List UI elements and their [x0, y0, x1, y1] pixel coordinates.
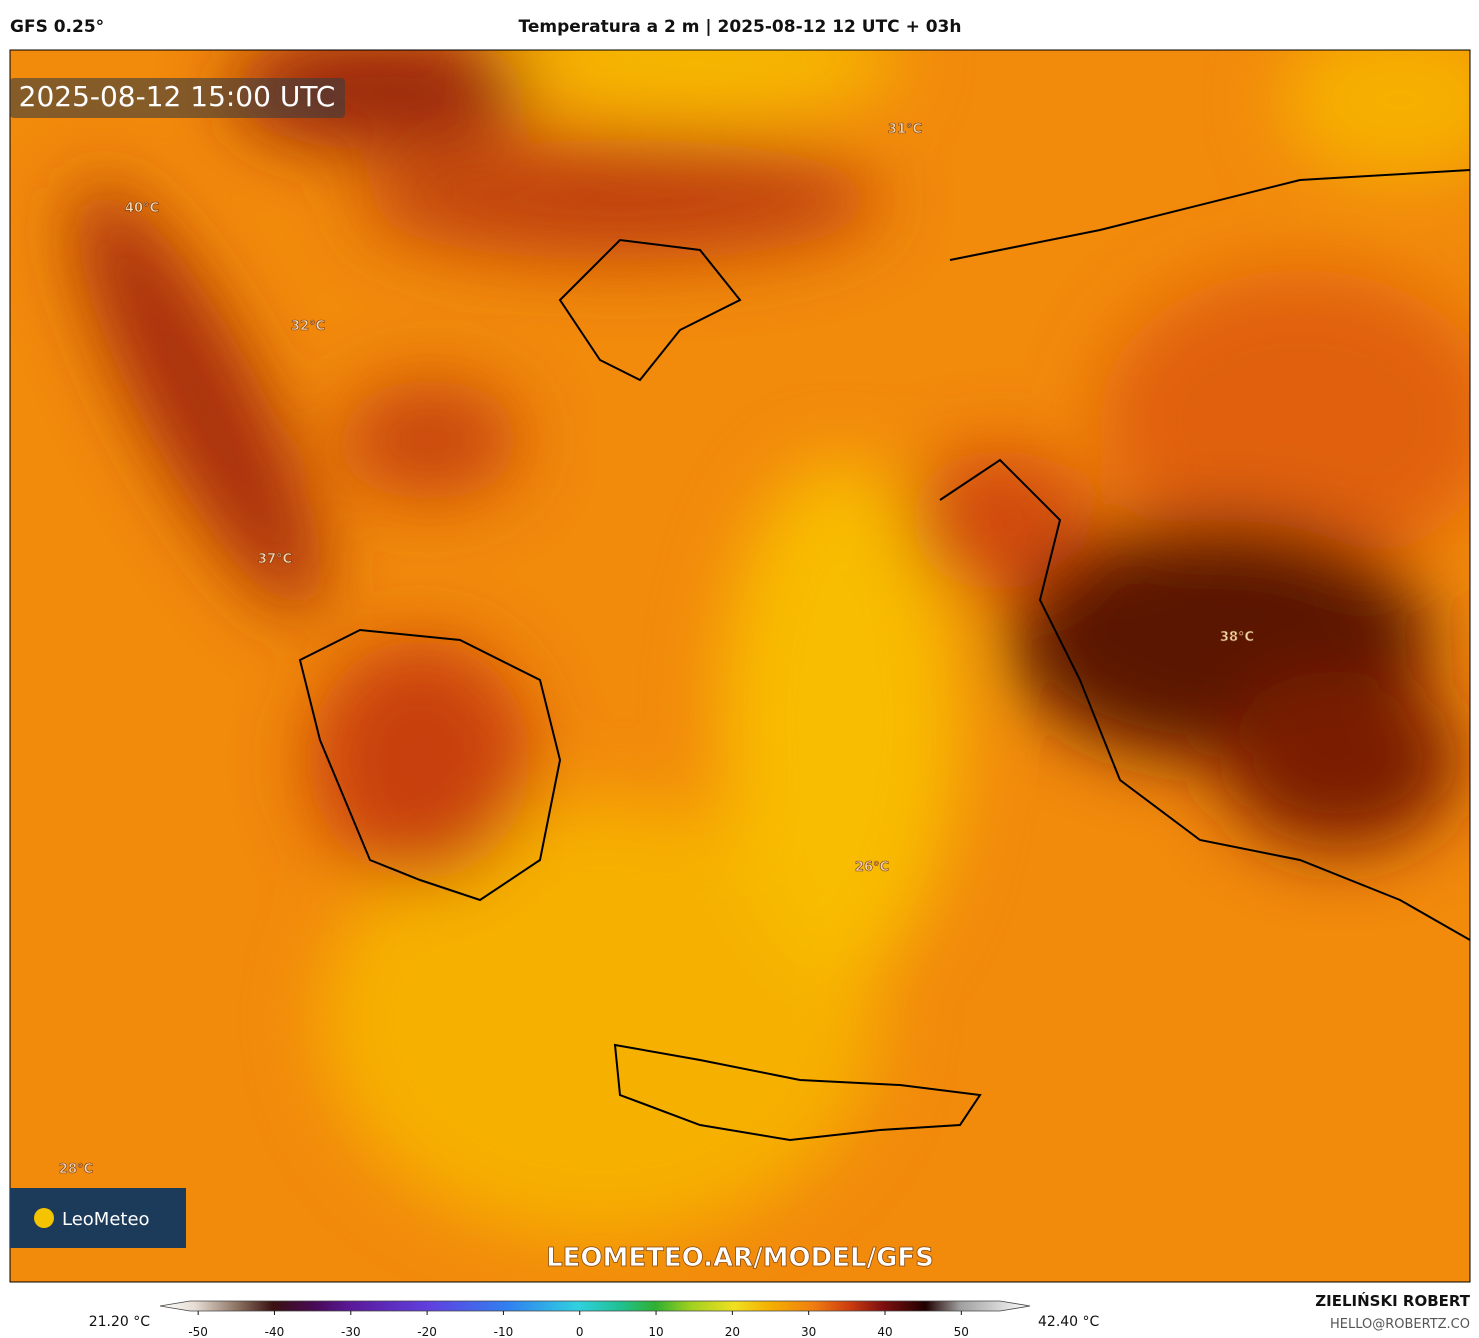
author-email: HELLO@ROBERTZ.CO: [1330, 1317, 1470, 1332]
logo-text: LeoMeteo: [62, 1209, 150, 1230]
temp-label: 37°C: [258, 552, 292, 567]
colorbar-tick-label: -30: [341, 1325, 361, 1338]
map-title: Temperatura a 2 m | 2025-08-12 12 UTC + …: [519, 17, 962, 37]
temp-label: 28°C: [59, 1162, 93, 1177]
colorbar-tick-label: 50: [954, 1325, 969, 1338]
colorbar-tick-label: 30: [801, 1325, 816, 1338]
colorbar-bar: [159, 1300, 1031, 1312]
temp-label: 32°C: [291, 319, 325, 334]
colorbar-tick-label: 20: [725, 1325, 740, 1338]
colorbar-tick-label: -20: [417, 1325, 437, 1338]
model-name: GFS 0.25°: [10, 17, 104, 37]
timestamp-box: [10, 78, 345, 118]
colorbar-tick-label: 10: [648, 1325, 663, 1338]
temp-label: 38°C: [1220, 630, 1254, 645]
colorbar-tick-label: -40: [265, 1325, 285, 1338]
author: ZIELIŃSKI ROBERT: [1315, 1291, 1470, 1310]
timestamp: 2025-08-12 15:00 UTC: [19, 80, 336, 113]
temp-label: 31°C: [888, 122, 922, 137]
logo-sun: [34, 1208, 54, 1228]
colorbar-tick-label: -50: [188, 1325, 208, 1338]
temp-label: 40°C: [125, 201, 159, 216]
colorbar: [159, 1300, 1031, 1312]
colorbar-tick-label: 40: [877, 1325, 892, 1338]
colorbar-max: 42.40 °C: [1038, 1314, 1100, 1330]
colorbar-min: 21.20 °C: [89, 1314, 151, 1330]
temp-label: 26°C: [855, 860, 889, 875]
colorbar-tick-label: 0: [576, 1325, 584, 1338]
watermark: LEOMETEO.AR/MODEL/GFS: [546, 1243, 934, 1273]
map-frame: [9, 49, 1471, 1283]
temperature-map: [10, 50, 1470, 1282]
colorbar-tick-label: -10: [494, 1325, 514, 1338]
